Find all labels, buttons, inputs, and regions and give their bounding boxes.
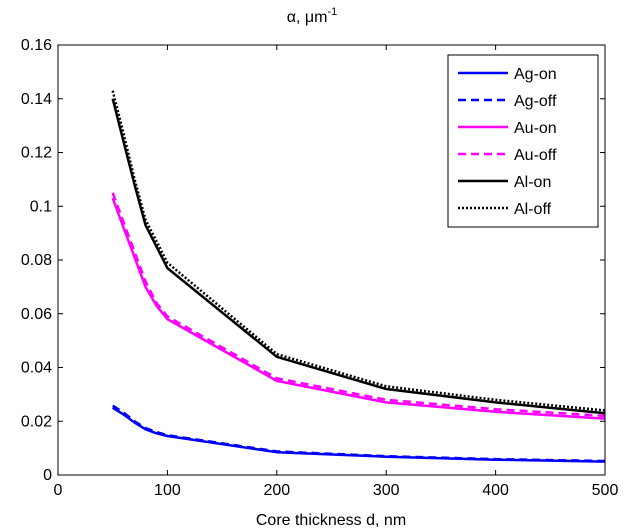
- legend-label-ag-off: Ag-off: [514, 93, 557, 110]
- series-line-al-off: [111, 90, 606, 412]
- y-tick-label: 0.14: [21, 91, 52, 108]
- x-tick-label: 100: [154, 482, 181, 499]
- x-tick-label: 400: [482, 482, 509, 499]
- y-tick-label: 0.02: [21, 413, 52, 430]
- y-tick-label: 0.06: [21, 306, 52, 323]
- x-tick-label: 200: [263, 482, 290, 499]
- legend-label-au-off: Au-off: [514, 147, 557, 164]
- x-axis-label: Core thickness d, nm: [256, 512, 406, 529]
- series-line-al-on: [111, 98, 606, 415]
- legend: Ag-on Ag-off Au-on Au-off Al-on Al-off: [447, 54, 599, 228]
- y-tick-label: 0.12: [21, 145, 52, 162]
- legend-label-al-off: Al-off: [514, 201, 552, 218]
- series-line-ag-off: [112, 404, 606, 463]
- y-tick-label: 0.1: [30, 198, 52, 215]
- y-tick-label: 0: [43, 467, 52, 484]
- y-tick-label: 0.16: [21, 37, 52, 54]
- legend-label-al-on: Al-on: [514, 174, 551, 191]
- x-tick-label: 500: [592, 482, 619, 499]
- chart-title-superscript: -1: [327, 6, 337, 18]
- axis-ticks: 0 100 200 300 400 500 0 0.02 0.04 0.06 0.08 0.1 0.12…: [21, 37, 619, 499]
- y-tick-label: 0.04: [21, 360, 52, 377]
- legend-box: [447, 54, 599, 228]
- series-lines: [111, 90, 606, 463]
- legend-label-ag-on: Ag-on: [514, 66, 557, 83]
- series-line-au-on: [111, 197, 606, 420]
- chart-title-main: α, μm: [287, 9, 328, 26]
- x-tick-label: 0: [54, 482, 63, 499]
- series-line-ag-on: [112, 406, 606, 463]
- x-tick-label: 300: [373, 482, 400, 499]
- plot-frame: [57, 44, 606, 476]
- legend-label-au-on: Au-on: [514, 120, 557, 137]
- chart-title: α, μm-1: [287, 6, 337, 26]
- y-tick-label: 0.08: [21, 252, 52, 269]
